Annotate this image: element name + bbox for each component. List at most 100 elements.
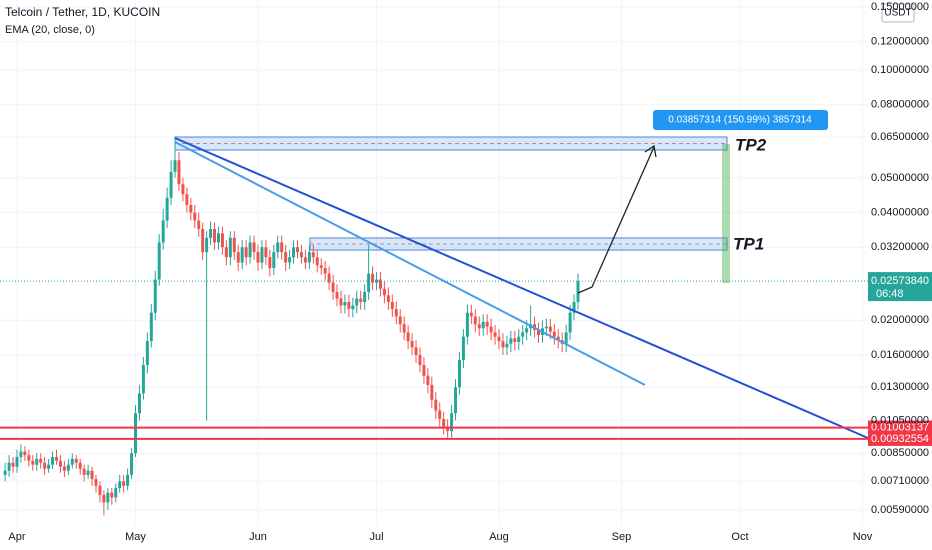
candle-body: [141, 365, 145, 394]
candle-body: [90, 470, 94, 480]
x-tick-label: Oct: [731, 531, 748, 543]
candle-body: [509, 338, 513, 344]
y-tick-label: 0.01300000: [871, 381, 929, 393]
x-tick-label: May: [125, 531, 146, 543]
candle-body: [303, 257, 307, 263]
grid: [0, 0, 868, 525]
candle-body: [315, 257, 319, 266]
currency[interactable]: USDT: [884, 8, 911, 19]
tp1-label: TP1: [733, 234, 764, 253]
candle-body: [450, 413, 454, 432]
candle-body: [213, 228, 217, 243]
candle-body: [367, 273, 371, 292]
measure-bar: [722, 144, 730, 283]
candle-body: [15, 457, 19, 467]
candle-body: [35, 458, 39, 465]
candle-body: [169, 171, 173, 198]
candle-body: [552, 331, 556, 337]
candle-body: [556, 336, 560, 341]
candle-body: [177, 160, 181, 185]
candle-body: [288, 257, 292, 263]
candle-body: [280, 242, 284, 253]
candle-body: [572, 301, 576, 313]
countdown: 06:48: [876, 288, 904, 300]
y-tick-label: 0.05000000: [871, 172, 929, 184]
candle-body: [461, 336, 465, 360]
candle-body: [276, 242, 280, 253]
candles: [3, 137, 580, 516]
candle-body: [197, 220, 201, 229]
candle-body: [544, 326, 548, 329]
candle-body: [43, 462, 47, 469]
candle-body: [497, 336, 501, 342]
candle-body: [438, 410, 442, 419]
candle-body: [51, 457, 55, 465]
y-tick-label: 0.01600000: [871, 349, 929, 361]
candle-body: [209, 228, 213, 238]
candle-body: [31, 460, 35, 465]
y-tick-label: 0.04000000: [871, 206, 929, 218]
candle-body: [58, 460, 62, 467]
x-tick-label: Apr: [8, 531, 25, 543]
y-tick-label: 0.00710000: [871, 475, 929, 487]
candle-body: [19, 451, 23, 458]
candle-body: [185, 194, 189, 205]
candle-body: [74, 458, 78, 463]
candle-body: [248, 242, 252, 258]
candle-body: [110, 492, 114, 498]
candle-body: [252, 242, 256, 253]
candle-body: [319, 265, 323, 269]
indicator-label: EMA (20, close, 0): [5, 24, 95, 36]
candle-body: [66, 464, 70, 471]
candle-body: [442, 418, 446, 427]
candle-body: [292, 247, 296, 258]
measure-box: [653, 110, 828, 130]
candle-body: [94, 479, 98, 486]
candle-body: [260, 247, 264, 263]
candle-body: [469, 312, 473, 317]
candle-body: [485, 321, 489, 327]
candle-body: [454, 387, 458, 414]
currency-box[interactable]: [881, 3, 915, 23]
candle-body: [224, 247, 228, 258]
y-tick-label: 0.06500000: [871, 131, 929, 143]
candle-body: [47, 464, 51, 469]
level-label: 0.01003137: [871, 421, 929, 433]
candle-body: [465, 312, 469, 337]
candle-body: [513, 338, 517, 342]
x-tick-label: Jun: [249, 531, 267, 543]
candle-body: [576, 281, 580, 302]
candle-body: [193, 212, 197, 221]
candle-body: [86, 470, 90, 475]
candle-body: [378, 279, 382, 289]
candle-body: [521, 332, 525, 337]
candle-body: [375, 279, 379, 283]
candle-body: [153, 279, 157, 313]
candle-body: [244, 247, 248, 258]
y-tick-label: 0.15000000: [871, 1, 929, 13]
candle-body: [434, 399, 438, 411]
candle-body: [402, 324, 406, 333]
trendline: [174, 141, 646, 386]
candle-body: [418, 354, 422, 366]
candle-body: [568, 312, 572, 333]
candle-body: [406, 332, 410, 342]
candle-body: [371, 273, 375, 283]
tp2-label: TP2: [735, 135, 767, 154]
measure-label: 0.03857314 (150.99%) 3857314: [668, 115, 812, 126]
x-tick-label: Nov: [853, 531, 873, 543]
candle-body: [382, 288, 386, 296]
candle-body: [477, 324, 481, 329]
candle-body: [114, 488, 118, 498]
candle-body: [126, 474, 130, 486]
candle-body: [62, 466, 66, 471]
candle-body: [27, 455, 31, 461]
candle-body: [517, 336, 521, 342]
candle-body: [536, 329, 540, 335]
candle-body: [118, 481, 122, 489]
arrow: [577, 146, 655, 294]
candle-body: [446, 426, 450, 432]
y-tick-label: 0.10000000: [871, 64, 929, 76]
x-tick-label: Jul: [369, 531, 383, 543]
